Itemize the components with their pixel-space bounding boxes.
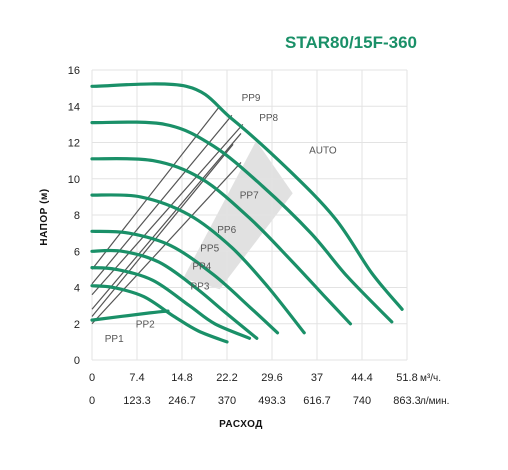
grid-layer xyxy=(91,69,408,361)
y-tick-label: 6 xyxy=(74,246,80,258)
y-tick-label: 8 xyxy=(74,210,80,222)
y-tick-label: 12 xyxy=(68,138,80,150)
y-tick-label: 0 xyxy=(74,355,80,367)
x-axis-ticks-secondary: 0 123.3 246.7 370 493.3 616.7 740 863.3 xyxy=(89,395,421,407)
x-tick-label-primary: 7.4 xyxy=(129,372,144,384)
x-tick-label-secondary: 370 xyxy=(218,395,236,407)
x-tick-label-secondary: 246.7 xyxy=(168,395,196,407)
curve-label-pp4: PP4 xyxy=(192,261,211,272)
x-tick-label-secondary: 493.3 xyxy=(258,395,286,407)
y-tick-label: 10 xyxy=(68,174,80,186)
curve-pp8 xyxy=(90,120,394,324)
y-axis-label: НАПОР (м) xyxy=(39,188,50,245)
x-axis-label: РАСХОД xyxy=(219,419,263,430)
constant-pressure-line xyxy=(91,133,242,310)
x-tick-label-secondary: 863.3 xyxy=(393,395,421,407)
constant-pressure-line xyxy=(91,105,221,270)
y-axis-ticks: 0 2 4 6 8 10 12 14 16 xyxy=(68,65,80,367)
curve-label-pp1: PP1 xyxy=(105,334,124,345)
y-tick-label: 4 xyxy=(74,283,80,295)
x-tick-label-primary: 22.2 xyxy=(216,372,237,384)
constant-pressure-line xyxy=(91,123,244,296)
curve-pp9 xyxy=(90,82,404,311)
x-tick-label-primary: 0 xyxy=(89,372,95,384)
x-tick-label-secondary: 616.7 xyxy=(303,395,331,407)
x-unit-primary: м³/ч. xyxy=(420,373,441,384)
curve-pp7 xyxy=(90,156,352,326)
curve-label-pp8: PP8 xyxy=(259,113,278,124)
annotation-layer: PP9 PP8 AUTO PP7 PP6 PP5 PP4 PP3 PP2 PP1 xyxy=(105,93,337,345)
y-tick-label: 16 xyxy=(68,65,80,77)
x-tick-label-secondary: 740 xyxy=(353,395,371,407)
curve-label-pp2: PP2 xyxy=(136,319,155,330)
curve-pp3 xyxy=(90,266,252,340)
curve-label-pp5: PP5 xyxy=(200,243,219,254)
x-axis-ticks-primary: 0 7.4 14.8 22.2 29.6 37 44.4 51.8 xyxy=(89,372,418,384)
x-tick-label-primary: 51.8 xyxy=(396,372,417,384)
x-tick-label-secondary: 123.3 xyxy=(123,395,151,407)
y-tick-label: 14 xyxy=(68,101,80,113)
series-layer xyxy=(90,82,404,344)
curve-label-pp9: PP9 xyxy=(242,93,261,104)
x-tick-label-primary: 44.4 xyxy=(351,372,372,384)
chart-title: STAR80/15F-360 xyxy=(285,33,417,52)
curve-label-auto: AUTO xyxy=(309,145,337,156)
x-tick-label-secondary: 0 xyxy=(89,395,95,407)
curve-pp6 xyxy=(90,193,306,335)
curve-pp2 xyxy=(90,284,229,344)
x-tick-label-primary: 37 xyxy=(311,372,323,384)
curve-label-pp7: PP7 xyxy=(240,191,259,202)
curve-pp1 xyxy=(90,309,170,322)
curve-pp4 xyxy=(90,248,259,340)
x-tick-label-primary: 29.6 xyxy=(261,372,282,384)
x-unit-secondary: л/мин. xyxy=(420,396,449,407)
curve-pp5 xyxy=(90,229,280,335)
curve-label-pp3: PP3 xyxy=(191,281,210,292)
x-tick-label-primary: 14.8 xyxy=(171,372,192,384)
y-tick-label: 2 xyxy=(74,319,80,331)
curve-label-pp6: PP6 xyxy=(217,225,236,236)
